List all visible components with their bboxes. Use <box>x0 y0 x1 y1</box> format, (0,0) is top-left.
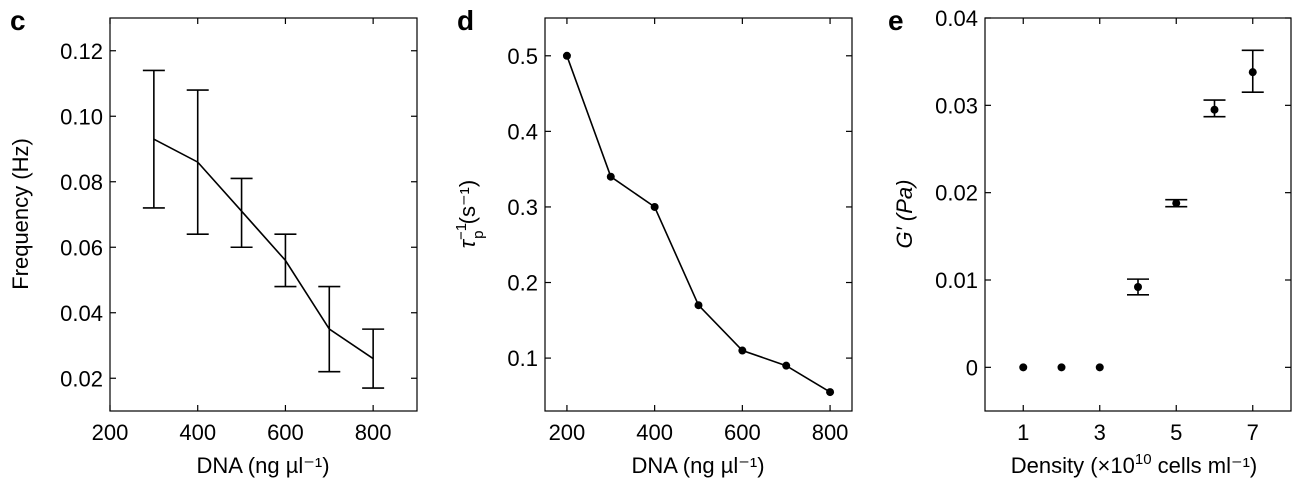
panel-e-y-ticks: 0 0.01 0.02 0.03 0.04 <box>935 6 1291 380</box>
panel-c-x-ticks: 200 400 600 800 <box>92 18 392 445</box>
x-tick-label: 1 <box>1017 420 1029 445</box>
panel-c: c 200 400 600 800 0.020.040.060.080.100.12 … <box>8 5 418 478</box>
x-tick-label: 400 <box>179 420 216 445</box>
series-line <box>566 55 831 393</box>
panel-e-x-ticks: 1 3 5 7 <box>1017 18 1259 445</box>
panel-e-axes-frame <box>984 17 1292 412</box>
x-tick-label: 400 <box>636 420 673 445</box>
panel-c-marks <box>142 69 385 389</box>
x-tick-label: 5 <box>1170 420 1182 445</box>
y-tick-label: 0.4 <box>507 119 538 144</box>
panel-c-y-axis-label: Frequency (Hz) <box>8 138 33 290</box>
x-tick-label: 800 <box>812 420 849 445</box>
x-tick-label: 200 <box>92 420 129 445</box>
y-tick-label: 0.5 <box>507 44 538 69</box>
series-line <box>153 138 374 360</box>
x-tick-label: 600 <box>724 420 761 445</box>
y-tick-label: 0.06 <box>60 235 103 260</box>
panel-d-x-axis-label: DNA (ng µl⁻¹) <box>631 453 764 478</box>
y-tick-label: 0.12 <box>60 39 103 64</box>
data-point <box>738 346 747 355</box>
panel-d: d 200 400 600 800 0.1 0.2 0.3 0.4 0.5 DNA (ng µ… <box>453 5 853 478</box>
data-point <box>1019 363 1028 372</box>
data-point <box>562 51 571 60</box>
panel-d-letter: d <box>457 5 474 36</box>
panel-c-axes-frame <box>109 17 418 412</box>
panel-c-x-axis-label: DNA (ng µl⁻¹) <box>196 453 329 478</box>
x-tick-label: 600 <box>267 420 304 445</box>
data-point <box>1057 363 1066 372</box>
y-tick-label: 0.2 <box>507 271 538 296</box>
y-tick-label: 0.04 <box>935 6 978 31</box>
y-tick-label: 0.08 <box>60 170 103 195</box>
y-tick-label: 0.03 <box>935 93 978 118</box>
data-point <box>826 388 835 397</box>
panel-d-y-ticks: 0.1 0.2 0.3 0.4 0.5 <box>507 44 852 371</box>
data-point <box>1134 282 1142 291</box>
panel-d-axes-frame <box>544 17 853 412</box>
x-tick-label: 7 <box>1247 420 1259 445</box>
data-point <box>1095 363 1104 372</box>
panel-e-letter: e <box>888 5 904 36</box>
data-point <box>650 202 659 211</box>
panel-d-marks <box>562 51 835 397</box>
y-tick-label: 0.10 <box>60 104 103 129</box>
y-tick-label: 0.01 <box>935 268 978 293</box>
x-tick-label: 3 <box>1094 420 1106 445</box>
data-point <box>1172 199 1181 208</box>
data-point <box>1248 68 1257 77</box>
panel-e: e 1 3 5 7 0 0.01 0.02 0.03 0.04 Density (×1010 … <box>888 5 1292 478</box>
y-tick-label: 0.04 <box>60 301 103 326</box>
panel-d-x-ticks: 200 400 600 800 <box>549 18 849 445</box>
panel-c-y-ticks: 0.02 0.04 0.06 0.08 0.10 0.12 <box>60 39 417 391</box>
panel-e-y-axis-label: G′ (Pa) <box>892 180 917 249</box>
y-tick-label: 0.3 <box>507 195 538 220</box>
data-point <box>606 172 615 181</box>
x-tick-label: 800 <box>355 420 392 445</box>
panel-e-x-axis-label: Density (×1010 cells ml⁻¹) <box>1011 451 1258 478</box>
y-tick-label: 0 <box>966 355 978 380</box>
panel-d-y-axis-label: τ−1p (s⁻¹) <box>453 180 487 248</box>
data-point <box>694 301 703 310</box>
x-tick-label: 200 <box>549 420 586 445</box>
y-tick-label: 0.02 <box>60 366 103 391</box>
data-point <box>1210 105 1219 114</box>
y-tick-label: 0.02 <box>935 181 978 206</box>
panel-e-marks <box>1019 49 1264 372</box>
data-point <box>782 361 791 370</box>
y-tick-label: 0.1 <box>507 346 538 371</box>
panel-c-letter: c <box>10 5 26 36</box>
